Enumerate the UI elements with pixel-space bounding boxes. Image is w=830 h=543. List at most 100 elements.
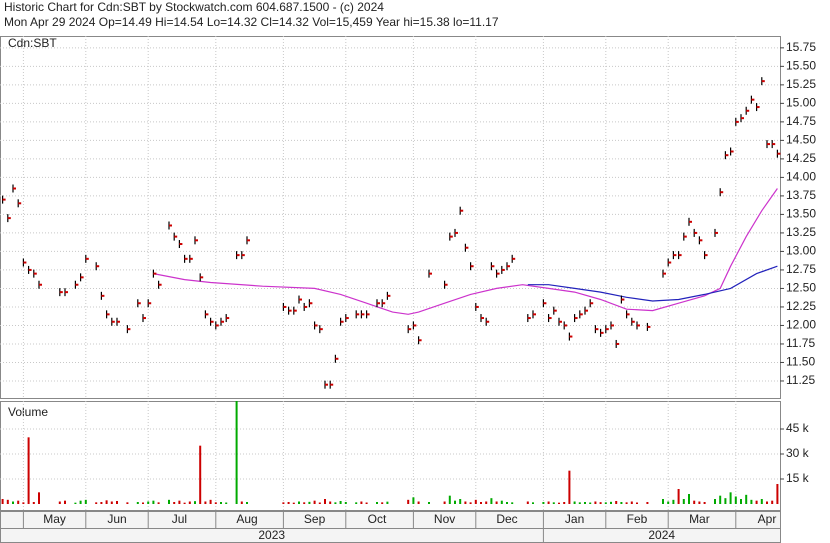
volume-bar xyxy=(126,502,129,504)
volume-bar xyxy=(604,502,607,504)
volume-bar xyxy=(17,500,20,504)
volume-bar xyxy=(594,501,597,504)
y-tick-label: 12.00 xyxy=(786,318,816,332)
volume-bar xyxy=(152,500,155,504)
volume-bar xyxy=(662,499,664,504)
volume-bar xyxy=(344,502,347,504)
volume-tick-label: 15 k xyxy=(786,471,810,485)
volume-bar xyxy=(6,499,9,504)
year-label: 2023 xyxy=(258,528,285,542)
volume-bar xyxy=(329,501,332,504)
header-line: Historic Chart for Cdn:SBT by Stockwatch… xyxy=(4,0,384,14)
volume-bar xyxy=(214,502,217,504)
volume-bar xyxy=(729,492,732,504)
volume-bar xyxy=(490,498,493,504)
volume-bar xyxy=(693,500,696,504)
volume-bar xyxy=(116,501,118,504)
x-tick-label: Feb xyxy=(627,512,648,526)
volume-bar xyxy=(386,501,389,504)
volume-bar xyxy=(173,502,176,504)
volume-bar xyxy=(495,501,498,504)
volume-bar xyxy=(667,501,670,504)
volume-bar xyxy=(22,502,25,504)
volume-bar xyxy=(246,502,248,504)
volume-tick-label: 30 k xyxy=(786,446,810,460)
volume-bar xyxy=(714,499,716,504)
volume-bar xyxy=(79,500,82,504)
volume-bar xyxy=(12,501,14,504)
volume-bar xyxy=(615,501,618,504)
volume-bar xyxy=(485,501,488,504)
volume-bar xyxy=(552,502,555,504)
y-tick-label: 12.75 xyxy=(786,262,816,276)
volume-bar xyxy=(147,501,150,504)
volume-bar xyxy=(760,499,763,504)
volume-bar xyxy=(584,502,586,504)
volume-bar xyxy=(225,502,228,504)
volume-bar xyxy=(339,501,342,504)
volume-bar xyxy=(287,502,290,504)
volume-bar xyxy=(646,502,649,504)
volume-bar xyxy=(511,502,514,504)
volume-bar xyxy=(110,501,113,504)
volume-bar xyxy=(178,500,181,504)
volume-bar xyxy=(74,502,77,504)
volume-bar xyxy=(526,501,529,504)
moving-average xyxy=(527,265,778,302)
volume-bar xyxy=(724,498,727,504)
volume-bar xyxy=(740,499,742,504)
volume-bar xyxy=(771,500,774,504)
volume-bar xyxy=(454,500,456,504)
volume-bar xyxy=(407,499,410,504)
volume-bar xyxy=(636,502,638,504)
volume-bar xyxy=(719,495,722,504)
volume-bar xyxy=(480,502,482,504)
x-tick-label: Dec xyxy=(496,512,517,526)
volume-bar xyxy=(38,492,40,504)
volume-bar xyxy=(27,437,30,504)
moving-average xyxy=(153,188,778,315)
header-line: Mon Apr 29 2024 Op=14.49 Hi=14.54 Lo=14.… xyxy=(4,15,499,29)
volume-bar xyxy=(303,502,306,504)
volume-bar xyxy=(95,502,98,504)
volume-bar xyxy=(209,499,212,504)
volume-bar xyxy=(240,501,243,504)
volume-bar xyxy=(677,489,680,504)
volume-bar xyxy=(766,501,768,504)
volume-bar xyxy=(568,470,571,504)
x-tick-label: Jan xyxy=(565,512,584,526)
x-tick-label: Nov xyxy=(434,512,455,526)
x-tick-label: Oct xyxy=(368,512,387,526)
volume-bar xyxy=(573,501,576,504)
volume-label: Volume xyxy=(8,405,48,419)
volume-bar xyxy=(630,501,633,504)
volume-bar xyxy=(308,501,311,504)
volume-bar xyxy=(142,502,144,504)
volume-bar xyxy=(459,499,462,504)
y-tick-label: 14.50 xyxy=(786,133,816,147)
volume-panel xyxy=(0,401,781,511)
y-tick-label: 14.75 xyxy=(786,114,816,128)
volume-bar xyxy=(235,401,238,504)
volume-bar xyxy=(745,494,748,504)
volume-bar xyxy=(1,499,4,504)
y-tick-label: 13.50 xyxy=(786,207,816,221)
volume-bar xyxy=(157,502,160,504)
volume-bar xyxy=(381,502,384,504)
volume-bar xyxy=(32,502,35,504)
volume-bar xyxy=(360,501,363,504)
volume-bar xyxy=(204,501,207,504)
year-label: 2024 xyxy=(648,528,675,542)
volume-bar xyxy=(599,502,602,504)
volume-bar xyxy=(547,501,550,504)
x-tick-label: May xyxy=(43,512,66,526)
volume-bar xyxy=(776,484,779,504)
volume-bar xyxy=(688,494,690,504)
x-tick-label: Jul xyxy=(172,512,187,526)
x-tick-label: Sep xyxy=(304,512,326,526)
volume-bar xyxy=(755,500,758,504)
volume-bar xyxy=(734,496,737,504)
volume-bar xyxy=(84,499,87,504)
